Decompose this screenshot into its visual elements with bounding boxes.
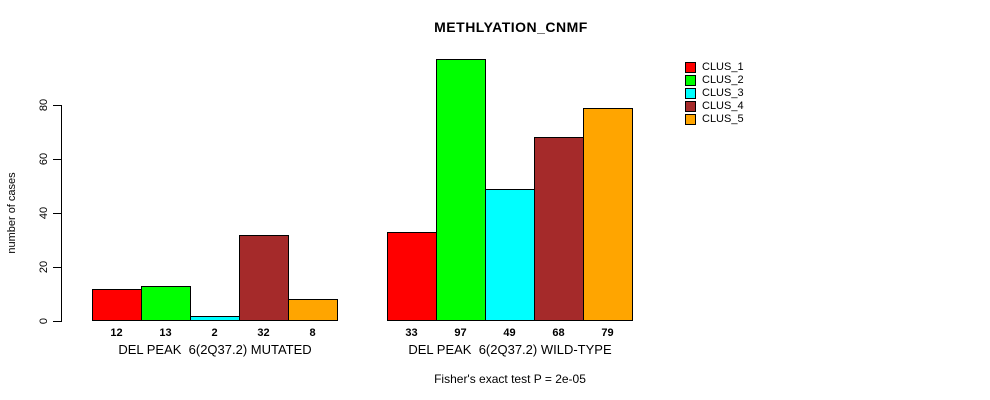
bar-value-label: 32: [257, 327, 270, 339]
legend-swatch-clus-1-icon: [685, 62, 696, 73]
legend-label-clus-5: CLUS_5: [702, 113, 744, 125]
bar-value-label: 8: [309, 327, 316, 339]
legend-label-clus-2: CLUS_2: [702, 74, 744, 86]
y-tick-label: 40: [38, 206, 50, 220]
y-tick-label: 60: [38, 152, 50, 166]
legend-label-clus-3: CLUS_3: [702, 87, 744, 99]
legend-swatch-clus-5-icon: [685, 114, 696, 125]
bar-clus_5-group2: [583, 108, 633, 321]
y-tick-mark: [53, 158, 61, 160]
bar-clus_4-group1: [239, 235, 289, 321]
bar-value-label: 79: [601, 327, 614, 339]
legend-swatch-clus-2-icon: [685, 75, 696, 86]
bar-clus_2-group1: [141, 286, 191, 321]
y-tick-label: 0: [38, 317, 50, 325]
y-tick-mark: [53, 212, 61, 214]
bar-clus_1-group2: [387, 232, 437, 321]
legend-entry-clus-1: CLUS_1: [685, 61, 744, 74]
y-tick-mark: [53, 320, 61, 322]
bar-value-label: 12: [110, 327, 123, 339]
legend-label-clus-1: CLUS_1: [702, 61, 744, 73]
bar-clus_2-group2: [436, 59, 486, 321]
legend-swatch-clus-4-icon: [685, 101, 696, 112]
y-tick-mark: [53, 266, 61, 268]
bar-clus_3-group1: [190, 316, 240, 321]
bar-clus_3-group2: [485, 189, 535, 321]
group-label-mutated: DEL PEAK 6(2Q37.2) MUTATED: [118, 342, 312, 357]
y-tick-label: 80: [38, 98, 50, 112]
fisher-test-caption: Fisher's exact test P = 2e-05: [434, 372, 586, 386]
bar-clus_5-group1: [288, 299, 338, 321]
bar-clus_1-group1: [92, 289, 142, 321]
legend-entry-clus-3: CLUS_3: [685, 87, 744, 100]
legend: CLUS_1 CLUS_2 CLUS_3 CLUS_4 CLUS_5: [685, 61, 744, 126]
legend-entry-clus-2: CLUS_2: [685, 74, 744, 87]
chart-title: METHLYATION_CNMF: [434, 19, 588, 35]
y-tick-mark: [53, 104, 61, 106]
bar-value-label: 49: [503, 327, 516, 339]
y-axis-label: number of cases: [6, 172, 18, 254]
bar-value-label: 33: [405, 327, 418, 339]
bar-value-label: 68: [552, 327, 565, 339]
legend-swatch-clus-3-icon: [685, 88, 696, 99]
bar-clus_4-group2: [534, 137, 584, 321]
legend-entry-clus-4: CLUS_4: [685, 100, 744, 113]
y-tick-label: 20: [38, 260, 50, 274]
legend-entry-clus-5: CLUS_5: [685, 113, 744, 126]
group-label-wild-type: DEL PEAK 6(2Q37.2) WILD-TYPE: [408, 342, 612, 357]
bar-value-label: 13: [159, 327, 172, 339]
bar-value-label: 97: [454, 327, 467, 339]
bar-value-label: 2: [211, 327, 218, 339]
y-axis-line: [61, 105, 62, 322]
legend-label-clus-4: CLUS_4: [702, 100, 744, 112]
